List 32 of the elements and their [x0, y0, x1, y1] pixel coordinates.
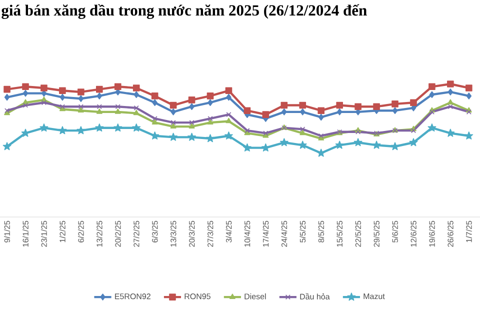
x-tick-label: 17/4/25	[262, 220, 269, 247]
x-tick-label: 19/6/25	[429, 220, 435, 247]
x-tick-label: 13/3/25	[170, 220, 176, 247]
x-tick-label: 6/3/25	[152, 220, 158, 242]
legend-label: Diesel	[244, 293, 266, 300]
x-tick-label: 1/7/25	[466, 220, 472, 242]
x-tick-label: 29/5/25	[374, 220, 380, 247]
legend-label: RON95	[184, 294, 210, 300]
x-tick-label: 20/3/25	[188, 220, 195, 247]
x-tick-label: 8/5/25	[318, 220, 324, 242]
x-tick-label: 16/1/25	[22, 220, 28, 247]
legend-label: E5RON92	[115, 294, 150, 300]
x-tick-label: 10/4/25	[244, 220, 250, 247]
x-tick-label: 9/1/25	[4, 220, 10, 242]
x-tick-label: 3/4/25	[226, 220, 232, 242]
x-tick-label: 26/6/25	[447, 220, 454, 247]
chart-title: giá bán xăng dầu trong nước năm 2025 (26/12/2024 đến	[2, 4, 367, 19]
legend-label: Dầu hỏa	[300, 293, 330, 300]
x-tick-label: 1/2/25	[60, 220, 66, 242]
x-tick-label: 22/5/25	[355, 220, 361, 247]
x-tick-label: 27/2/25	[133, 220, 140, 247]
x-tick-label: 5/6/25	[392, 220, 398, 242]
x-tick-label: 24/4/25	[281, 220, 288, 247]
x-tick-label: 5/5/25	[300, 220, 306, 242]
x-tick-label: 20/2/25	[114, 220, 121, 247]
x-tick-label: 27/3/25	[207, 220, 214, 247]
legend-label: Mazut	[364, 294, 385, 300]
x-tick-label: 6/2/25	[78, 220, 84, 242]
x-tick-label: 15/5/25	[336, 220, 343, 247]
x-tick-label: 23/1/25	[41, 220, 47, 247]
x-tick-label: 12/6/25	[410, 220, 416, 247]
x-tick-label: 13/2/25	[96, 220, 102, 247]
